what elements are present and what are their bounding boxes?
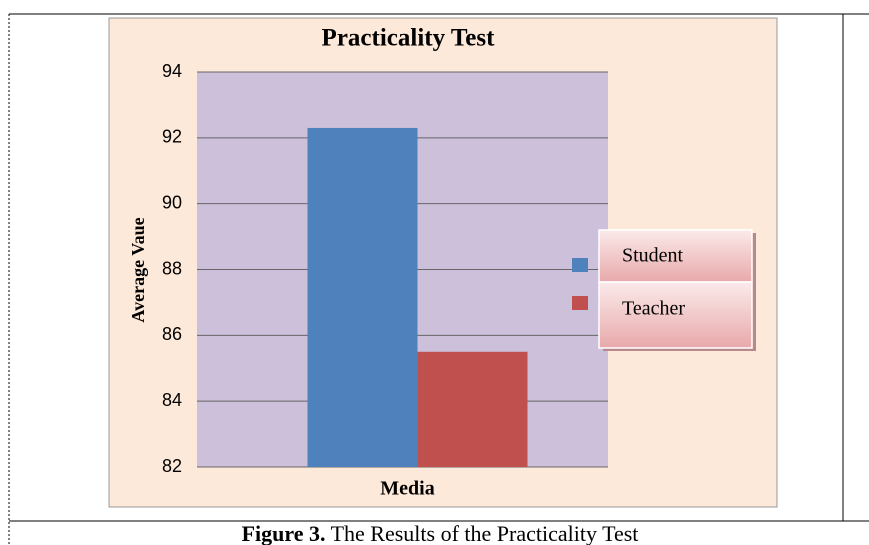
y-axis-label: Average Vaue (128, 217, 148, 322)
legend-label: Teacher (622, 298, 685, 320)
caption-text: The Results of the Practicality Test (331, 521, 639, 545)
legend-box (598, 281, 753, 349)
y-tick-label: 86 (162, 324, 182, 344)
caption: Figure 3. The Results of the Practicalit… (242, 521, 639, 545)
legend-label: Student (622, 245, 684, 267)
y-tick-label: 82 (162, 456, 182, 476)
legend-swatch (572, 296, 588, 310)
bar (417, 351, 528, 467)
y-tick-label: 94 (162, 61, 182, 81)
caption-label: Figure 3. (242, 521, 326, 545)
chart-title: Practicality Test (322, 25, 496, 52)
y-tick-label: 84 (162, 390, 182, 410)
y-tick-label: 88 (162, 258, 182, 278)
y-tick-label: 90 (162, 192, 182, 212)
bar (307, 127, 418, 467)
x-tick-label: Media (380, 478, 434, 500)
y-tick-label: 92 (162, 127, 182, 147)
legend-swatch (572, 258, 588, 272)
